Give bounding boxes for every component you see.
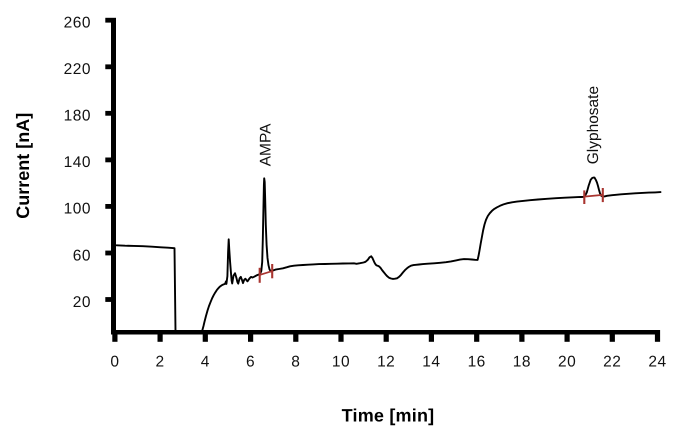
svg-text:140: 140 [64, 154, 91, 171]
svg-text:12: 12 [377, 354, 395, 371]
svg-text:180: 180 [64, 108, 91, 125]
svg-text:18: 18 [513, 354, 531, 371]
svg-text:10: 10 [332, 354, 350, 371]
svg-text:Current [nA]: Current [nA] [13, 113, 33, 219]
svg-text:260: 260 [64, 15, 91, 32]
svg-text:2: 2 [156, 354, 165, 371]
svg-text:22: 22 [603, 354, 621, 371]
svg-text:60: 60 [73, 247, 91, 264]
svg-text:0: 0 [110, 354, 119, 371]
svg-text:16: 16 [468, 354, 486, 371]
svg-text:100: 100 [64, 201, 91, 218]
svg-text:4: 4 [201, 354, 210, 371]
svg-text:220: 220 [64, 61, 91, 78]
svg-text:8: 8 [291, 354, 300, 371]
svg-text:AMPA: AMPA [258, 123, 275, 166]
svg-text:6: 6 [246, 354, 255, 371]
svg-text:Time [min]: Time [min] [342, 405, 435, 425]
svg-text:Glyphosate: Glyphosate [585, 86, 602, 164]
svg-text:14: 14 [422, 354, 440, 371]
svg-text:24: 24 [648, 354, 666, 371]
svg-text:20: 20 [558, 354, 576, 371]
svg-text:20: 20 [73, 294, 91, 311]
